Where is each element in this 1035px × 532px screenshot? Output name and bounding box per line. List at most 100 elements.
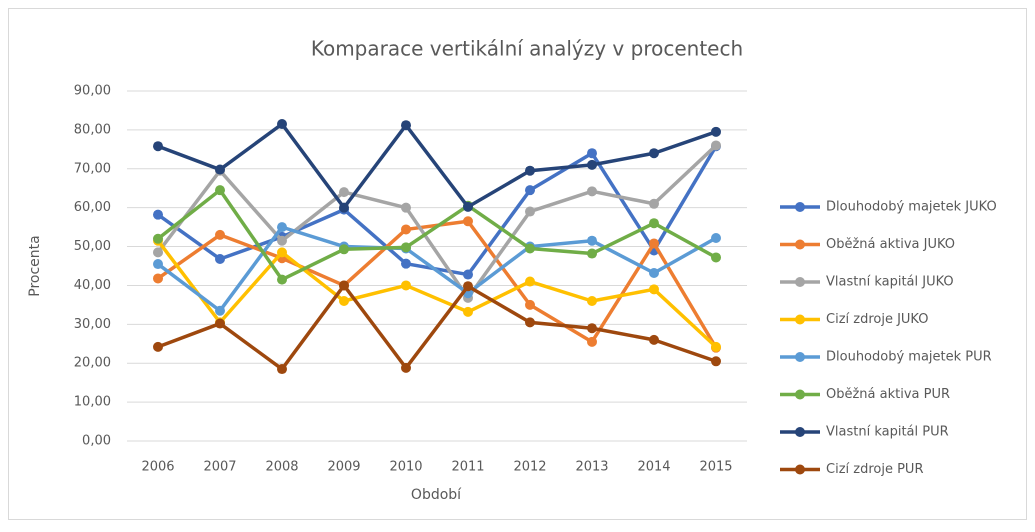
- point: [339, 296, 349, 306]
- legend-label: Oběžná aktiva PUR: [826, 387, 950, 402]
- x-tick-label: 2008: [265, 460, 298, 475]
- legend-marker: [795, 314, 805, 325]
- legend-label: Vlastní kapitál JUKO: [826, 275, 954, 290]
- point: [339, 187, 349, 198]
- point: [649, 238, 659, 249]
- point: [525, 165, 535, 176]
- point: [525, 185, 535, 196]
- point: [587, 159, 597, 170]
- y-axis-label: Procenta: [27, 235, 43, 296]
- legend-label: Cizí zdroje JUKO: [826, 312, 928, 327]
- series-line: [157, 283, 717, 371]
- legend-marker: [795, 277, 805, 287]
- point: [401, 280, 411, 291]
- point: [587, 148, 597, 159]
- point: [463, 269, 473, 280]
- point: [587, 186, 597, 197]
- series-line: [156, 188, 717, 282]
- y-tick-label: 60,00: [74, 200, 111, 215]
- point: [525, 317, 535, 328]
- legend-label: Vlastní kapitál PUR: [826, 425, 949, 440]
- point: [587, 336, 597, 347]
- point: [711, 341, 721, 352]
- point: [339, 244, 349, 255]
- point: [649, 198, 659, 209]
- point: [153, 259, 163, 270]
- point: [339, 202, 349, 213]
- x-axis-label: Období: [411, 487, 462, 503]
- point: [153, 341, 163, 352]
- point: [215, 318, 225, 329]
- point: [525, 243, 535, 254]
- point: [587, 296, 597, 306]
- point: [401, 224, 411, 235]
- point: [277, 235, 287, 246]
- series-line: [157, 122, 717, 210]
- point: [587, 235, 597, 246]
- x-tick-label: 2006: [141, 460, 174, 475]
- legend-marker: [795, 239, 805, 250]
- point: [277, 247, 287, 258]
- y-tick-label: 80,00: [74, 122, 111, 137]
- series-line: [156, 144, 718, 300]
- point: [215, 305, 225, 316]
- y-tick-label: 30,00: [74, 317, 111, 332]
- point: [401, 362, 411, 373]
- x-tick-label: 2010: [389, 460, 422, 475]
- legend-marker: [795, 202, 805, 212]
- point: [153, 273, 163, 284]
- point: [463, 216, 473, 227]
- point: [649, 284, 659, 295]
- y-tick-label: 20,00: [74, 356, 111, 371]
- point: [525, 206, 535, 217]
- series-line: [156, 225, 717, 313]
- point: [587, 248, 597, 259]
- point: [215, 164, 225, 175]
- y-tick-label: 10,00: [74, 395, 111, 410]
- y-tick-label: 40,00: [74, 278, 111, 293]
- x-tick-label: 2013: [575, 460, 608, 475]
- legend-marker: [795, 427, 805, 437]
- legend-marker: [795, 389, 805, 400]
- point: [711, 233, 721, 243]
- y-tick-label: 70,00: [74, 161, 111, 176]
- legend-marker: [795, 352, 805, 362]
- legend-label: Oběžná aktiva JUKO: [826, 237, 955, 252]
- y-tick-label: 90,00: [74, 84, 111, 99]
- point: [153, 233, 163, 244]
- legend-label: Dlouhodobý majetek JUKO: [826, 200, 997, 215]
- point: [587, 323, 597, 334]
- chart-title: Komparace vertikální analýzy v procentec…: [311, 37, 743, 61]
- point: [525, 276, 535, 287]
- point: [711, 252, 721, 263]
- point: [649, 148, 659, 159]
- point: [215, 229, 225, 240]
- point: [339, 280, 349, 291]
- point: [711, 126, 721, 137]
- point: [649, 268, 659, 278]
- point: [649, 218, 659, 229]
- point: [153, 209, 163, 220]
- point: [649, 334, 659, 345]
- point: [525, 299, 535, 310]
- legend-marker: [795, 464, 805, 475]
- x-tick-label: 2011: [451, 460, 484, 475]
- point: [401, 202, 411, 213]
- point: [463, 306, 473, 317]
- x-tick-label: 2007: [203, 460, 236, 475]
- legend-label: Dlouhodobý majetek PUR: [826, 350, 992, 365]
- point: [463, 281, 473, 292]
- point: [401, 120, 411, 131]
- series-line: [156, 239, 718, 349]
- point: [215, 254, 225, 264]
- point: [153, 247, 163, 258]
- x-tick-label: 2009: [327, 460, 360, 475]
- x-tick-label: 2012: [513, 460, 546, 475]
- point: [277, 119, 287, 130]
- point: [277, 364, 287, 375]
- point: [711, 140, 721, 151]
- x-tick-label: 2015: [699, 460, 732, 475]
- point: [153, 141, 163, 152]
